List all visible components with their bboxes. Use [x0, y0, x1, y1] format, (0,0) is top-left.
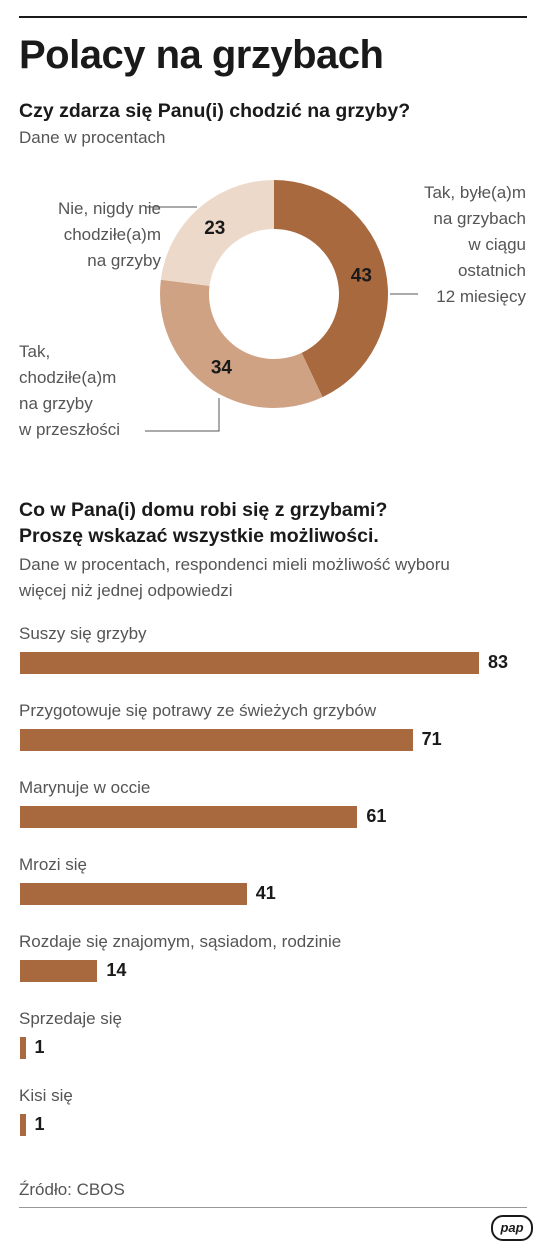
donut-value-recent: 43: [351, 265, 372, 286]
donut-chart-subtitle: Dane w procentach: [19, 128, 166, 147]
bar: [20, 1114, 26, 1136]
label-line: na grzyby: [19, 394, 93, 413]
label-line: Tak, byłe(a)m: [423, 183, 526, 202]
bar-category-label: Kisi się: [19, 1086, 73, 1105]
label-line: Tak,: [19, 342, 51, 361]
bar-value-label: 1: [34, 1114, 45, 1134]
bar-value-label: 71: [421, 729, 442, 749]
donut-chart: 43 34 23: [145, 180, 418, 432]
bar: [20, 1037, 26, 1059]
bottom-rule: [19, 1207, 527, 1208]
label-line: Nie, nigdy nie: [57, 199, 161, 218]
subtitle-line: Dane w procentach, respondenci mieli moż…: [19, 555, 450, 574]
bar-value-label: 14: [106, 960, 127, 980]
label-line: ostatnich: [457, 261, 526, 280]
bar: [20, 729, 413, 751]
bar-category-label: Sprzedaje się: [19, 1009, 123, 1028]
label-line: chodziłe(a)m: [63, 225, 161, 244]
leader-line-past: [145, 398, 220, 432]
bar-chart-subtitle: Dane w procentach, respondenci mieli moż…: [19, 552, 450, 604]
donut-label-recent: Tak, byłe(a)m na grzybach w ciągu ostatn…: [424, 180, 526, 310]
label-line: na grzybach: [433, 209, 526, 228]
donut-value-never: 23: [204, 218, 225, 239]
label-line: w ciągu: [468, 235, 526, 254]
bar-value-label: 61: [366, 806, 387, 826]
page-title: Polacy na grzybach: [19, 33, 384, 77]
donut-slice-past: [160, 279, 323, 409]
bar: [20, 883, 247, 905]
donut-slice-recent: [274, 180, 389, 398]
top-rule: [19, 16, 527, 18]
title-line: Co w Pana(i) domu robi się z grzybami?: [19, 499, 388, 521]
bar-value-label: 41: [255, 883, 276, 903]
bar-category-label: Rozdaje się znajomym, sąsiadom, rodzinie: [19, 932, 342, 951]
label-line: na grzyby: [87, 251, 161, 270]
donut-value-past: 34: [211, 357, 233, 378]
subtitle-line: więcej niż jednej odpowiedzi: [19, 581, 233, 600]
donut-slice-never: [160, 180, 274, 286]
label-line: w przeszłości: [19, 420, 121, 439]
donut-label-never: Nie, nigdy nie chodziłe(a)m na grzyby: [19, 196, 161, 274]
bar-category-label: Marynuje w occie: [19, 778, 151, 797]
bar: [20, 652, 479, 674]
pap-logo: pap: [491, 1215, 533, 1241]
donut-chart-title: Czy zdarza się Panu(i) chodzić na grzyby…: [19, 100, 411, 122]
bar-category-label: Przygotowuje się potrawy ze świeżych grz…: [19, 701, 377, 720]
bar-category-label: Suszy się grzyby: [19, 624, 147, 643]
bar-category-label: Mrozi się: [19, 855, 88, 874]
bar-value-label: 1: [34, 1037, 45, 1057]
source-note: Źródło: CBOS: [19, 1180, 125, 1199]
donut-label-past: Tak, chodziłe(a)m na grzyby w przeszłośc…: [19, 339, 120, 443]
bar-chart-title: Co w Pana(i) domu robi się z grzybami? P…: [19, 497, 387, 549]
label-line: 12 miesięcy: [436, 287, 526, 306]
bar: [20, 960, 98, 982]
bar: [20, 806, 358, 828]
label-line: chodziłe(a)m: [19, 368, 117, 387]
bar-value-label: 83: [488, 652, 509, 672]
title-line: Proszę wskazać wszystkie możliwości.: [19, 525, 379, 547]
